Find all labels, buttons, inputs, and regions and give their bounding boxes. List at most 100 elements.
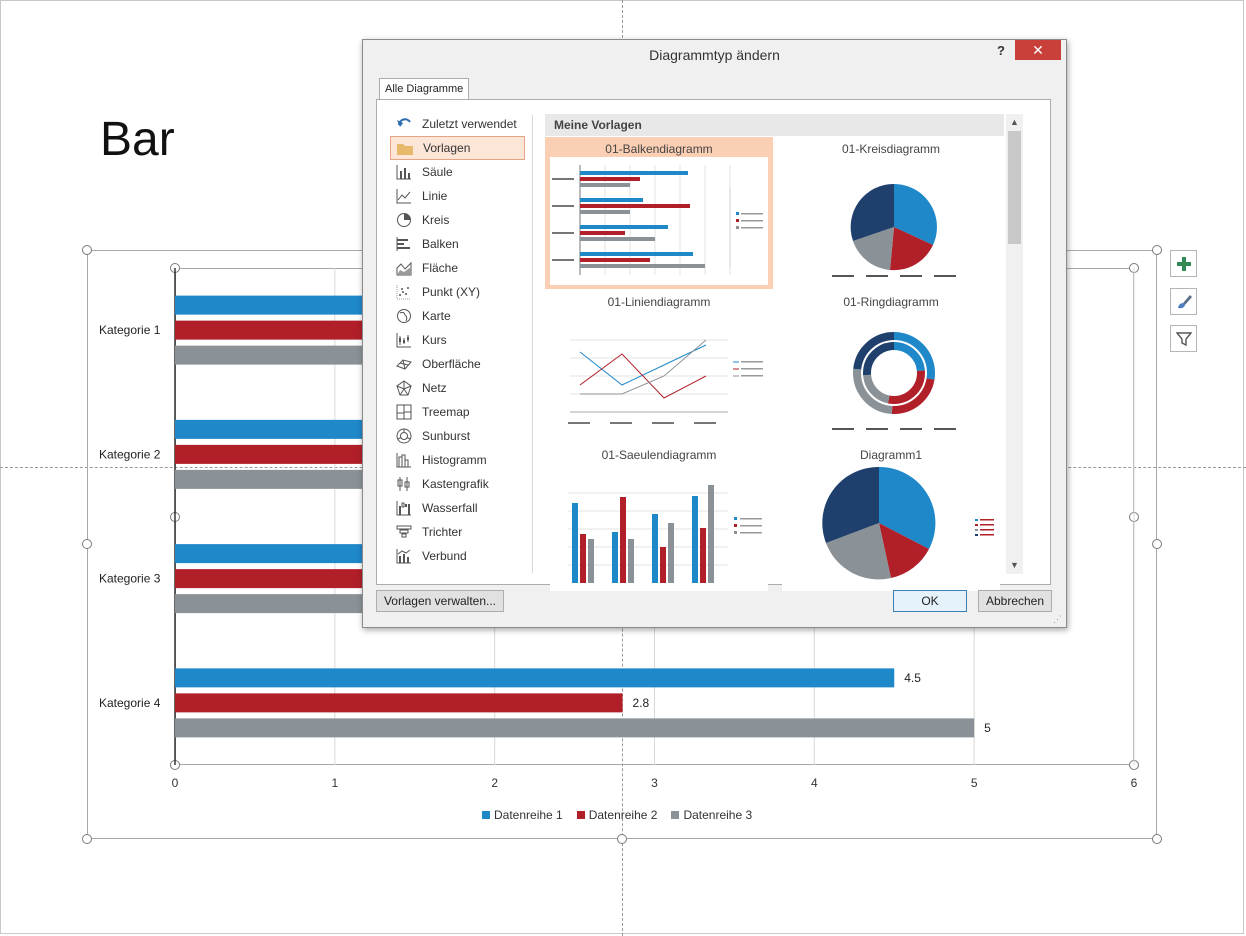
chart-type-label: Säule: [422, 165, 453, 179]
chart-type-funnel[interactable]: Trichter: [390, 520, 525, 544]
legend-item-series-2: Datenreihe 2: [576, 808, 657, 822]
chart-type-waterfall[interactable]: Wasserfall: [390, 496, 525, 520]
combo-chart-icon: [395, 548, 412, 565]
legend-label: Datenreihe 1: [494, 808, 563, 822]
dialog-content-panel: Zuletzt verwendet Vorlagen Säule Linie K…: [376, 99, 1051, 591]
template-diagramm1[interactable]: Diagramm1: [777, 443, 1005, 595]
ok-button[interactable]: OK: [893, 590, 967, 612]
close-button[interactable]: ✕: [1015, 40, 1061, 60]
chart-type-histogram[interactable]: Histogramm: [390, 448, 525, 472]
chart-type-label: Trichter: [422, 525, 463, 539]
pie-chart-icon: [395, 212, 412, 229]
x-tick-label: 4: [811, 776, 818, 790]
scroll-thumb[interactable]: [1008, 131, 1021, 244]
chart-elements-button[interactable]: [1170, 250, 1197, 277]
dialog-titlebar[interactable]: Diagrammtyp ändern ? ✕: [363, 40, 1066, 68]
chart-handle-br[interactable]: [1152, 834, 1162, 844]
template-donut-chart[interactable]: 01-Ringdiagramm: [777, 290, 1005, 442]
cancel-button[interactable]: Abbrechen: [978, 590, 1052, 612]
chart-handle-tr[interactable]: [1152, 245, 1162, 255]
folder-icon: [396, 140, 413, 157]
chart-filters-button[interactable]: [1170, 325, 1197, 352]
category-label: Kategorie 2: [99, 447, 161, 461]
chart-type-radar[interactable]: Netz: [390, 376, 525, 400]
chart-type-scatter[interactable]: Punkt (XY): [390, 280, 525, 304]
chart-type-pie[interactable]: Kreis: [390, 208, 525, 232]
chart-handle-bl[interactable]: [82, 834, 92, 844]
chart-elements-icon: [1176, 256, 1191, 271]
chart-type-label: Verbund: [422, 549, 467, 563]
data-label: 2.8: [633, 696, 650, 710]
chart-legend[interactable]: Datenreihe 1 Datenreihe 2 Datenreihe 3: [482, 808, 752, 822]
template-pie-chart[interactable]: 01-Kreisdiagramm: [777, 137, 1005, 289]
template-bar-chart[interactable]: 01-Balkendiagramm: [545, 137, 773, 289]
template-title: 01-Kreisdiagramm: [841, 142, 941, 156]
x-tick-label: 1: [331, 776, 338, 790]
chart-type-bar[interactable]: Balken: [390, 232, 525, 256]
gallery-scrollbar[interactable]: ▲ ▼: [1006, 114, 1023, 574]
template-title: 01-Balkendiagramm: [605, 142, 713, 156]
chart-handle-ml[interactable]: [82, 539, 92, 549]
scroll-up-icon[interactable]: ▲: [1010, 117, 1019, 127]
template-title: 01-Liniendiagramm: [607, 295, 711, 309]
surface-chart-icon: [395, 356, 412, 373]
chart-type-label: Treemap: [422, 405, 470, 419]
chart-type-combo[interactable]: Verbund: [390, 544, 525, 568]
chart-type-label: Histogramm: [422, 453, 487, 467]
waterfall-chart-icon: [395, 500, 412, 517]
legend-swatch: [576, 811, 585, 819]
template-preview: [550, 157, 768, 285]
category-label: Kategorie 4: [99, 696, 161, 710]
chart-type-list[interactable]: Zuletzt verwendet Vorlagen Säule Linie K…: [390, 112, 525, 568]
template-title: 01-Saeulendiagramm: [601, 448, 717, 462]
chart-type-area[interactable]: Fläche: [390, 256, 525, 280]
area-chart-icon: [395, 260, 412, 277]
chart-type-stock[interactable]: Kurs: [390, 328, 525, 352]
chart-type-templates[interactable]: Vorlagen: [390, 136, 525, 160]
legend-label: Datenreihe 3: [683, 808, 753, 822]
treemap-chart-icon: [395, 404, 412, 421]
chart-type-sunburst[interactable]: Sunburst: [390, 424, 525, 448]
chart-filters-icon: [1175, 331, 1192, 346]
chart-type-recent[interactable]: Zuletzt verwendet: [390, 112, 525, 136]
line-chart-icon: [395, 188, 412, 205]
chart-styles-button[interactable]: [1170, 288, 1197, 315]
tab-all-charts[interactable]: Alle Diagramme: [379, 78, 470, 100]
data-label: 5: [984, 721, 991, 735]
template-line-chart[interactable]: 01-Liniendiagramm: [545, 290, 773, 442]
chart-type-line[interactable]: Linie: [390, 184, 525, 208]
chart-type-label: Punkt (XY): [422, 285, 481, 299]
chart-type-label: Kastengrafik: [422, 477, 489, 491]
x-tick-label: 2: [491, 776, 498, 790]
x-tick-label: 5: [971, 776, 978, 790]
chart-handle-bm[interactable]: [617, 834, 627, 844]
scroll-down-icon[interactable]: ▼: [1010, 560, 1019, 570]
chart-type-surface[interactable]: Oberfläche: [390, 352, 525, 376]
chart-handle-tl[interactable]: [82, 245, 92, 255]
change-chart-type-dialog[interactable]: Diagrammtyp ändern ? ✕ Alle Diagramme Zu…: [362, 39, 1067, 628]
chart-type-treemap[interactable]: Treemap: [390, 400, 525, 424]
chart-type-label: Karte: [422, 309, 451, 323]
legend-swatch: [482, 811, 490, 819]
template-preview: [550, 310, 768, 438]
bar-1: [175, 668, 895, 688]
template-title: 01-Ringdiagramm: [843, 295, 939, 309]
slide-title[interactable]: Bar: [100, 113, 175, 166]
map-chart-icon: [395, 308, 412, 325]
bar-2: [175, 693, 623, 713]
x-tick-label: 3: [651, 776, 658, 790]
bar-3: [175, 718, 975, 738]
chart-type-map[interactable]: Karte: [390, 304, 525, 328]
resize-grip-icon[interactable]: ⋰: [1053, 614, 1062, 624]
chart-type-boxplot[interactable]: Kastengrafik: [390, 472, 525, 496]
histogram-chart-icon: [395, 452, 412, 469]
help-button[interactable]: ?: [997, 43, 1005, 58]
legend-item-series-3: Datenreihe 3: [671, 808, 752, 822]
sunburst-chart-icon: [395, 428, 412, 445]
chart-type-column[interactable]: Säule: [390, 160, 525, 184]
boxplot-chart-icon: [395, 476, 412, 493]
template-column-chart[interactable]: 01-Saeulendiagramm: [545, 443, 773, 595]
chart-handle-mr[interactable]: [1152, 539, 1162, 549]
manage-templates-button[interactable]: Vorlagen verwalten...: [376, 590, 504, 612]
template-title: Diagramm1: [859, 448, 922, 462]
